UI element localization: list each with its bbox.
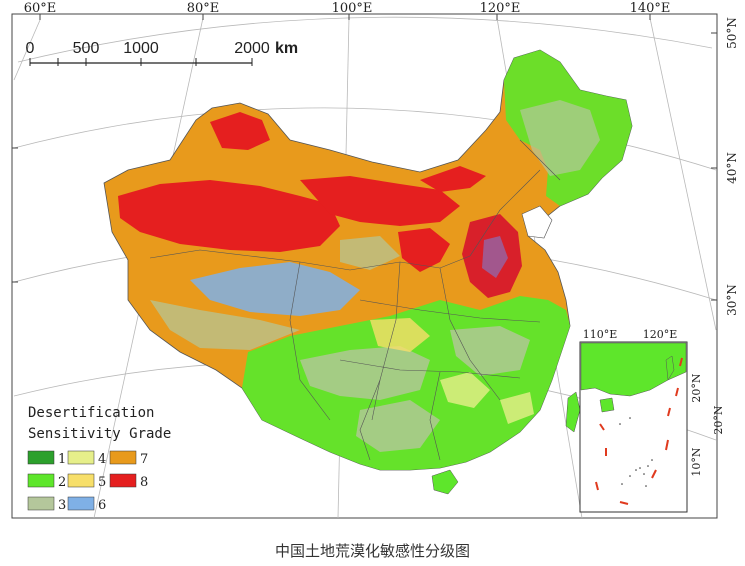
legend-title-line1: Desertification: [28, 405, 154, 421]
lon-label: 120°E: [480, 1, 521, 16]
legend-label: 6: [98, 498, 106, 513]
legend-label: 5: [98, 475, 106, 490]
southern-mixed-patches: [300, 326, 530, 452]
legend-swatch-6: [67, 496, 95, 511]
north-china-plain-blue: [482, 236, 508, 278]
inset-lon-label: 110°E: [583, 328, 618, 341]
gobi-red: [300, 176, 460, 226]
inset-map: 110°E 120°E 20°N 10°N 20°N: [579, 328, 725, 513]
northeast-mixed: [520, 100, 600, 176]
legend-swatch-2: [27, 473, 55, 488]
inset-islands: [619, 417, 653, 487]
inset-dash-line: [595, 357, 683, 505]
plateau-blue-region: [190, 262, 360, 316]
legend-swatch-7: [109, 450, 137, 465]
lon-label: 140°E: [630, 1, 671, 16]
legend-swatch-3: [27, 496, 55, 511]
inset-lon-label: 120°E: [643, 328, 678, 341]
legend-label: 8: [140, 475, 148, 490]
legend-label: 1: [58, 452, 66, 467]
legend-swatch-5: [67, 473, 95, 488]
lat-label: 20°N: [712, 405, 725, 434]
inner-mongolia-red: [398, 166, 486, 272]
legend-label: 7: [140, 452, 148, 467]
inset-taiwan: [665, 355, 675, 381]
junggar-red: [210, 112, 270, 150]
taiwan-island: [565, 391, 581, 433]
lat-label: 50°N: [725, 17, 739, 49]
legend-label: 4: [98, 452, 106, 467]
plateau-grey-region: [150, 236, 400, 350]
legend-title-line2: Sensitivity Grade: [28, 426, 171, 442]
inset-hainan: [599, 397, 615, 413]
lat-label: 40°N: [725, 152, 739, 184]
frame-ticks: [12, 14, 717, 301]
scale-unit: km: [275, 40, 298, 57]
scale-tick-label: 1000: [123, 40, 159, 57]
latitude-labels: 50°N 40°N 30°N: [725, 17, 739, 316]
inset-lat-label: 10°N: [690, 447, 703, 476]
southern-yellow-patches: [440, 372, 534, 424]
taklimakan-red: [118, 180, 340, 252]
lon-label: 80°E: [187, 1, 220, 16]
legend-swatch-8: [109, 473, 137, 488]
scale-tick-label: 2000: [234, 40, 270, 57]
scale-tick-label: 500: [73, 40, 100, 57]
longitude-labels: 60°E 80°E 100°E 120°E 140°E: [24, 1, 671, 16]
province-boundaries: [149, 139, 561, 461]
figure-caption: 中国土地荒漠化敏感性分级图: [274, 542, 470, 560]
legend: Desertification Sensitivity Grade 1 2 3 …: [27, 405, 171, 513]
scale-bar: 0 500 1000 2000 km: [26, 40, 298, 66]
inset-lat-label: 20°N: [690, 373, 703, 402]
legend-swatch-4: [67, 450, 95, 465]
lon-label: 60°E: [24, 1, 57, 16]
hainan-island: [431, 469, 459, 495]
legend-label: 2: [58, 475, 66, 490]
scale-tick-label: 0: [26, 40, 35, 57]
lon-label: 100°E: [332, 1, 373, 16]
legend-label: 3: [58, 498, 66, 513]
lat-label: 30°N: [725, 284, 739, 316]
bohai-sea: [521, 205, 553, 239]
sichuan-yellow-patch: [370, 318, 430, 352]
legend-swatch-1: [27, 450, 55, 465]
inset-mainland: [580, 342, 687, 397]
